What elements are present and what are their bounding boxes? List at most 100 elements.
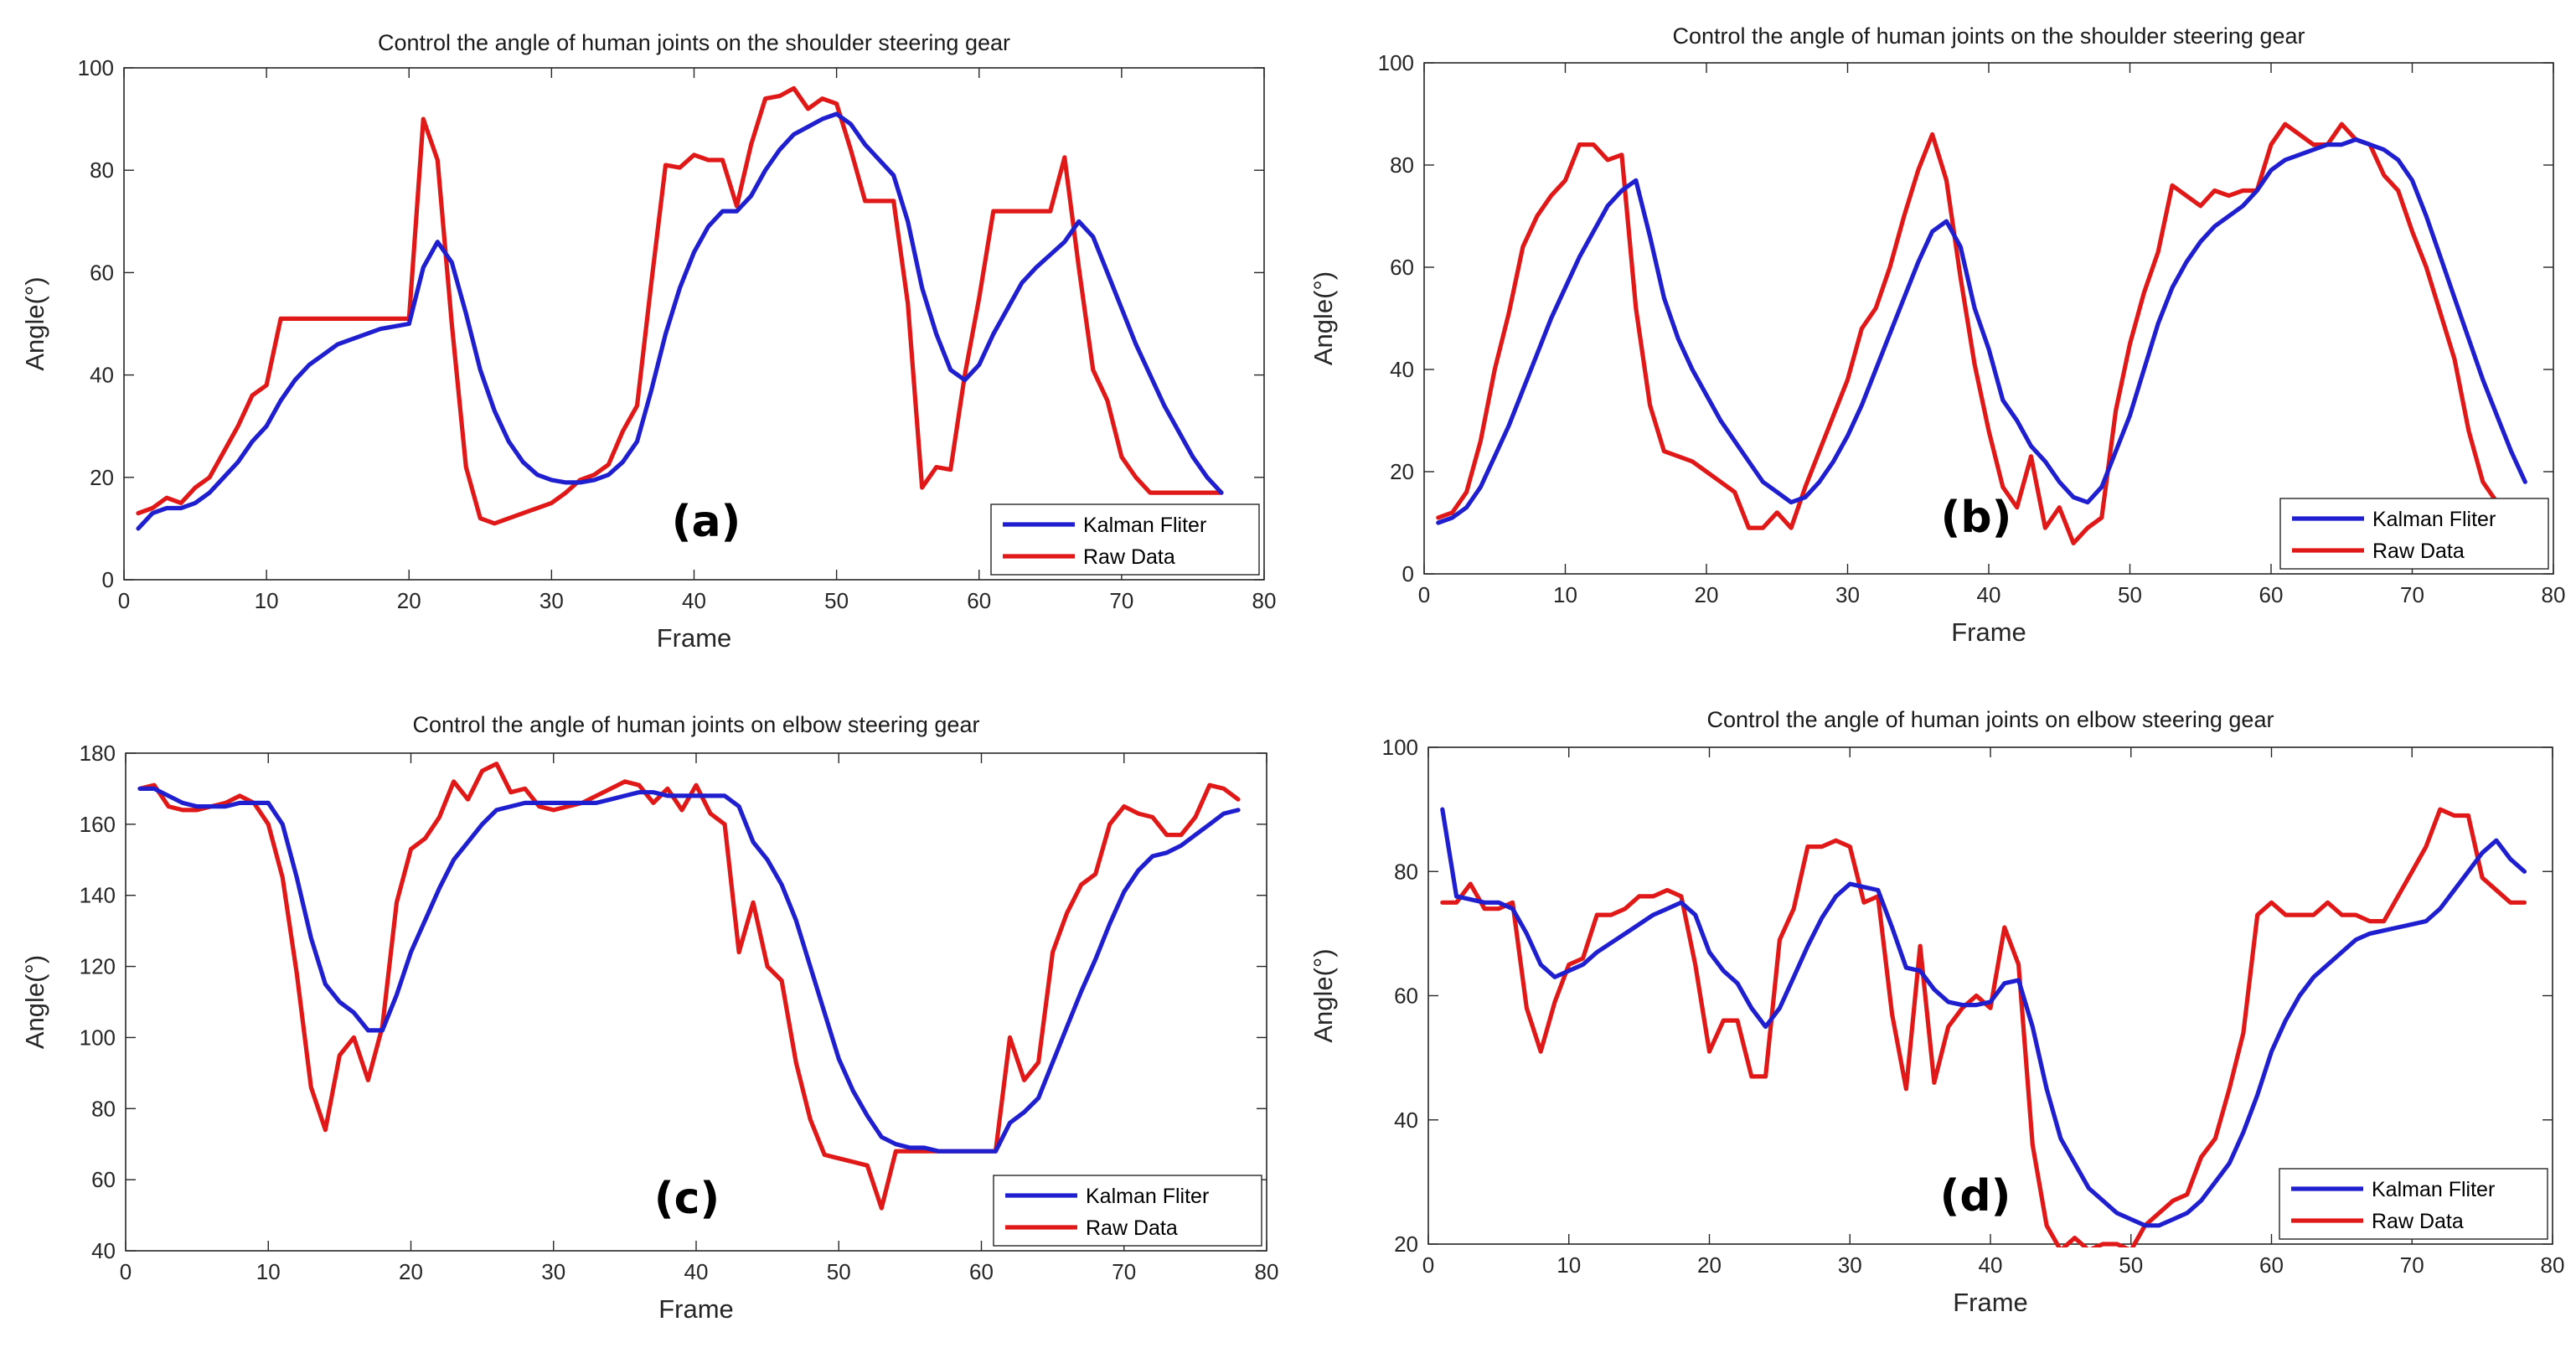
legend-box bbox=[2279, 1168, 2548, 1240]
x-axis-label: Frame bbox=[1953, 1288, 2028, 1317]
legend-box bbox=[993, 1175, 1262, 1247]
legend-entry: Kalman Fliter bbox=[2372, 508, 2496, 531]
chart-title: Control the angle of human joints on the… bbox=[1673, 23, 2305, 49]
y-tick-label: 80 bbox=[1394, 859, 1418, 884]
legend-entry: Raw Data bbox=[2372, 1210, 2464, 1233]
y-tick-label: 40 bbox=[90, 363, 114, 388]
y-tick-label: 80 bbox=[1390, 152, 1414, 178]
series-line-kalman-filter bbox=[1436, 137, 2527, 525]
series-line-kalman-filter bbox=[1440, 807, 2527, 1228]
y-tick-label: 0 bbox=[102, 567, 114, 592]
y-tick-label: 100 bbox=[1378, 50, 1414, 75]
x-tick-label: 20 bbox=[1697, 1252, 1722, 1278]
y-axis-label: Angle(°) bbox=[20, 955, 49, 1049]
panel-label: (c) bbox=[654, 1174, 720, 1224]
y-tick-label: 100 bbox=[80, 1025, 116, 1050]
chart-title: Control the angle of human joints on the… bbox=[378, 30, 1010, 55]
chart-svg-b: Control the angle of human joints on the… bbox=[1309, 23, 2566, 647]
y-axis-label: Angle(°) bbox=[1309, 948, 1338, 1042]
series-line-raw-data bbox=[137, 762, 1241, 1211]
legend: Kalman Fliter Raw Data bbox=[993, 1175, 1262, 1247]
legend-entry: Kalman Fliter bbox=[2372, 1178, 2495, 1201]
chart-panel-a: Control the angle of human joints on the… bbox=[0, 0, 1288, 676]
x-tick-label: 0 bbox=[1422, 1252, 1434, 1278]
x-tick-label: 80 bbox=[1255, 1259, 1279, 1284]
chart-panel-c: Control the angle of human joints on elb… bbox=[0, 677, 1288, 1353]
x-tick-label: 60 bbox=[967, 588, 991, 613]
y-tick-label: 80 bbox=[91, 1096, 116, 1121]
legend-entry: Kalman Fliter bbox=[1083, 514, 1206, 537]
legend-entry: Raw Data bbox=[1083, 545, 1175, 569]
x-tick-label: 30 bbox=[541, 1259, 565, 1284]
x-tick-label: 60 bbox=[2259, 582, 2284, 607]
x-tick-label: 40 bbox=[682, 588, 706, 613]
y-tick-label: 80 bbox=[90, 158, 114, 183]
y-tick-label: 120 bbox=[80, 954, 116, 979]
y-axis-label: Angle(°) bbox=[20, 276, 49, 370]
x-tick-label: 20 bbox=[1695, 582, 1719, 607]
y-tick-label: 20 bbox=[1394, 1232, 1418, 1257]
x-tick-label: 0 bbox=[1418, 582, 1430, 607]
legend-box bbox=[990, 504, 1260, 576]
x-tick-label: 60 bbox=[969, 1259, 994, 1284]
x-tick-label: 40 bbox=[1977, 582, 2001, 607]
x-tick-label: 70 bbox=[1112, 1259, 1136, 1284]
x-tick-label: 10 bbox=[1556, 1252, 1581, 1278]
legend-entry: Raw Data bbox=[2372, 540, 2465, 563]
chart-svg-c: Control the angle of human joints on elb… bbox=[20, 712, 1279, 1324]
x-axis-label: Frame bbox=[657, 623, 732, 653]
y-tick-label: 60 bbox=[91, 1167, 116, 1192]
x-tick-label: 0 bbox=[118, 588, 130, 613]
y-tick-label: 20 bbox=[90, 465, 114, 490]
x-axis-label: Frame bbox=[658, 1294, 734, 1324]
x-axis-label: Frame bbox=[1951, 617, 2026, 647]
x-tick-label: 30 bbox=[539, 588, 564, 613]
x-tick-label: 10 bbox=[1553, 582, 1577, 607]
legend-entry: Kalman Fliter bbox=[1086, 1185, 1209, 1208]
x-tick-label: 10 bbox=[256, 1259, 281, 1284]
x-tick-label: 0 bbox=[120, 1259, 132, 1284]
legend: Kalman Fliter Raw Data bbox=[990, 504, 1260, 576]
legend: Kalman Fliter Raw Data bbox=[2279, 1168, 2548, 1240]
x-tick-label: 80 bbox=[2541, 1252, 2565, 1278]
y-tick-label: 40 bbox=[1394, 1108, 1418, 1133]
x-tick-label: 70 bbox=[2400, 1252, 2424, 1278]
x-tick-label: 10 bbox=[255, 588, 279, 613]
chart-panel-d: Control the angle of human joints on elb… bbox=[1288, 677, 2576, 1353]
y-tick-label: 180 bbox=[80, 741, 116, 766]
series-line-kalman-filter bbox=[136, 111, 1224, 531]
x-tick-label: 40 bbox=[684, 1259, 709, 1284]
x-tick-label: 70 bbox=[2400, 582, 2424, 607]
panel-label: (a) bbox=[672, 497, 741, 547]
y-tick-label: 60 bbox=[1390, 255, 1414, 280]
chart-svg-d: Control the angle of human joints on elb… bbox=[1309, 707, 2565, 1317]
x-tick-label: 20 bbox=[397, 588, 421, 613]
x-tick-label: 50 bbox=[824, 588, 849, 613]
legend: Kalman Fliter Raw Data bbox=[2279, 498, 2549, 570]
x-tick-label: 30 bbox=[1835, 582, 1860, 607]
y-tick-label: 40 bbox=[91, 1238, 116, 1263]
chart-svg-a: Control the angle of human joints on the… bbox=[20, 30, 1277, 653]
y-tick-label: 100 bbox=[1382, 735, 1418, 760]
x-tick-label: 80 bbox=[1252, 588, 1277, 613]
series-line-raw-data bbox=[136, 85, 1224, 526]
panel-label: (b) bbox=[1941, 493, 2012, 543]
x-tick-label: 70 bbox=[1109, 588, 1133, 613]
x-tick-label: 60 bbox=[2259, 1252, 2284, 1278]
x-tick-label: 40 bbox=[1979, 1252, 2003, 1278]
y-tick-label: 160 bbox=[80, 812, 116, 837]
y-tick-label: 140 bbox=[80, 883, 116, 908]
y-tick-label: 60 bbox=[90, 260, 114, 285]
x-tick-label: 20 bbox=[399, 1259, 423, 1284]
series-line-raw-data bbox=[1436, 121, 2514, 546]
y-tick-label: 100 bbox=[78, 55, 114, 80]
chart-title: Control the angle of human joints on elb… bbox=[413, 712, 980, 737]
x-tick-label: 50 bbox=[2119, 1252, 2143, 1278]
y-tick-label: 0 bbox=[1402, 561, 1414, 586]
x-tick-label: 30 bbox=[1838, 1252, 1862, 1278]
x-tick-label: 80 bbox=[2542, 582, 2566, 607]
y-tick-label: 40 bbox=[1390, 357, 1414, 382]
y-tick-label: 20 bbox=[1390, 459, 1414, 484]
chart-panel-b: Control the angle of human joints on the… bbox=[1288, 0, 2576, 676]
series-line-kalman-filter bbox=[137, 786, 1241, 1154]
